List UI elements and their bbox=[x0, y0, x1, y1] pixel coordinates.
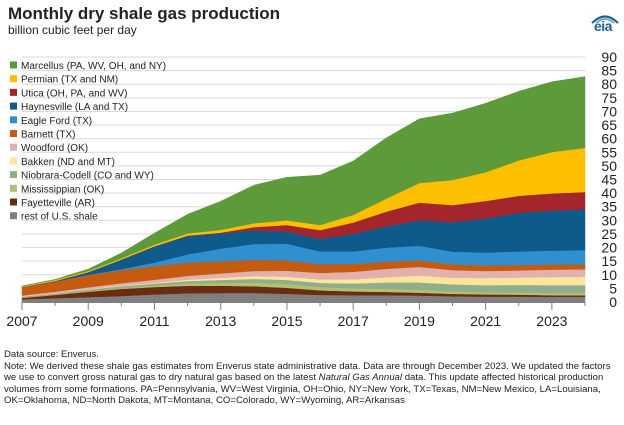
legend-label: Marcellus (PA, WV, OH, and NY) bbox=[21, 61, 166, 72]
x-tick-label: 2013 bbox=[205, 313, 236, 329]
x-tick-label: 2009 bbox=[73, 313, 104, 329]
legend-swatch bbox=[10, 212, 17, 220]
y-tick-label: 85 bbox=[601, 63, 617, 79]
x-tick-label: 2007 bbox=[6, 313, 37, 329]
legend-swatch bbox=[10, 143, 17, 151]
y-tick-label: 20 bbox=[601, 240, 617, 256]
legend-label: Permian (TX and NM) bbox=[21, 75, 118, 86]
legend-swatch bbox=[10, 184, 17, 192]
legend-swatch bbox=[10, 171, 17, 179]
y-tick-label: 50 bbox=[601, 158, 617, 174]
legend-label: Niobrara-Codell (CO and WY) bbox=[21, 171, 154, 182]
legend-swatch bbox=[10, 130, 17, 137]
legend-swatch bbox=[10, 116, 17, 124]
legend-swatch bbox=[10, 102, 17, 110]
y-tick-label: 30 bbox=[601, 212, 617, 228]
x-tick-label: 2021 bbox=[470, 313, 501, 329]
notes: Data source: Enverus. Note: We derived t… bbox=[4, 349, 618, 407]
y-tick-label: 75 bbox=[601, 90, 617, 106]
y-tick-label: 90 bbox=[601, 49, 617, 65]
note-text-1: Note: We derived these shale gas estimat… bbox=[4, 360, 611, 384]
note-italic: Natural Gas Annual bbox=[318, 372, 403, 384]
x-tick-label: 2017 bbox=[338, 313, 369, 329]
eia-logo-text: eia bbox=[594, 18, 612, 34]
legend-swatch bbox=[10, 75, 17, 83]
y-tick-label: 10 bbox=[601, 267, 617, 283]
x-tick-label: 2011 bbox=[139, 313, 169, 329]
shale-gas-chart: 2007 2009 2011 2013 2015 2017 2019 2021 2023 051… bbox=[6, 49, 617, 329]
eia-logo-icon bbox=[591, 15, 619, 24]
stacked-areas bbox=[21, 76, 586, 303]
x-tick-label: 2019 bbox=[404, 313, 435, 329]
legend-label: Woodford (OK) bbox=[21, 143, 88, 154]
data-source: Data source: Enverus. bbox=[4, 349, 99, 360]
y-tick-label: 65 bbox=[601, 117, 617, 133]
y-tick-label: 25 bbox=[601, 226, 617, 242]
x-tick-label: 2015 bbox=[271, 313, 302, 329]
x-tick-label: 2023 bbox=[536, 313, 567, 329]
legend-swatch bbox=[10, 198, 17, 206]
y-tick-label: 70 bbox=[601, 103, 617, 119]
x-axis-ticks: 2007 2009 2011 2013 2015 2017 2019 2021 2023 bbox=[6, 302, 586, 329]
note-text: Note: We derived these shale gas estimat… bbox=[4, 361, 618, 407]
legend-label: Bakken (ND and MT) bbox=[21, 157, 115, 168]
legend-swatch bbox=[10, 157, 17, 165]
note-text-2: data. This update affected historical pr… bbox=[4, 372, 604, 407]
legend-label: Barnett (TX) bbox=[21, 130, 75, 141]
y-tick-label: 80 bbox=[601, 76, 617, 92]
y-tick-label: 0 bbox=[609, 294, 617, 310]
y-tick-label: 40 bbox=[601, 185, 617, 201]
chart-title: Monthly dry shale gas production bbox=[8, 4, 281, 23]
y-tick-label: 60 bbox=[601, 131, 617, 147]
y-tick-label: 5 bbox=[609, 280, 617, 296]
legend-label: Utica (OH, PA, and WV) bbox=[21, 88, 128, 99]
legend-label: Haynesville (LA and TX) bbox=[21, 102, 128, 113]
chart-subtitle: billion cubic feet per day bbox=[8, 23, 137, 37]
legend-label: Mississippian (OK) bbox=[21, 184, 104, 195]
y-tick-label: 45 bbox=[601, 172, 617, 188]
legend-label: Fayetteville (AR) bbox=[21, 198, 95, 209]
legend-label: Eagle Ford (TX) bbox=[21, 116, 92, 127]
legend-swatch bbox=[10, 88, 17, 96]
y-tick-label: 15 bbox=[601, 253, 617, 269]
y-tick-label: 35 bbox=[601, 199, 617, 215]
legend-label: rest of U.S. shale bbox=[21, 212, 98, 223]
legend-swatch bbox=[10, 61, 17, 69]
area-marcellus-pa-wv-oh-and-ny bbox=[21, 76, 586, 287]
legend: Marcellus (PA, WV, OH, and NY) Permian (T… bbox=[10, 61, 166, 223]
y-tick-label: 55 bbox=[601, 144, 617, 160]
